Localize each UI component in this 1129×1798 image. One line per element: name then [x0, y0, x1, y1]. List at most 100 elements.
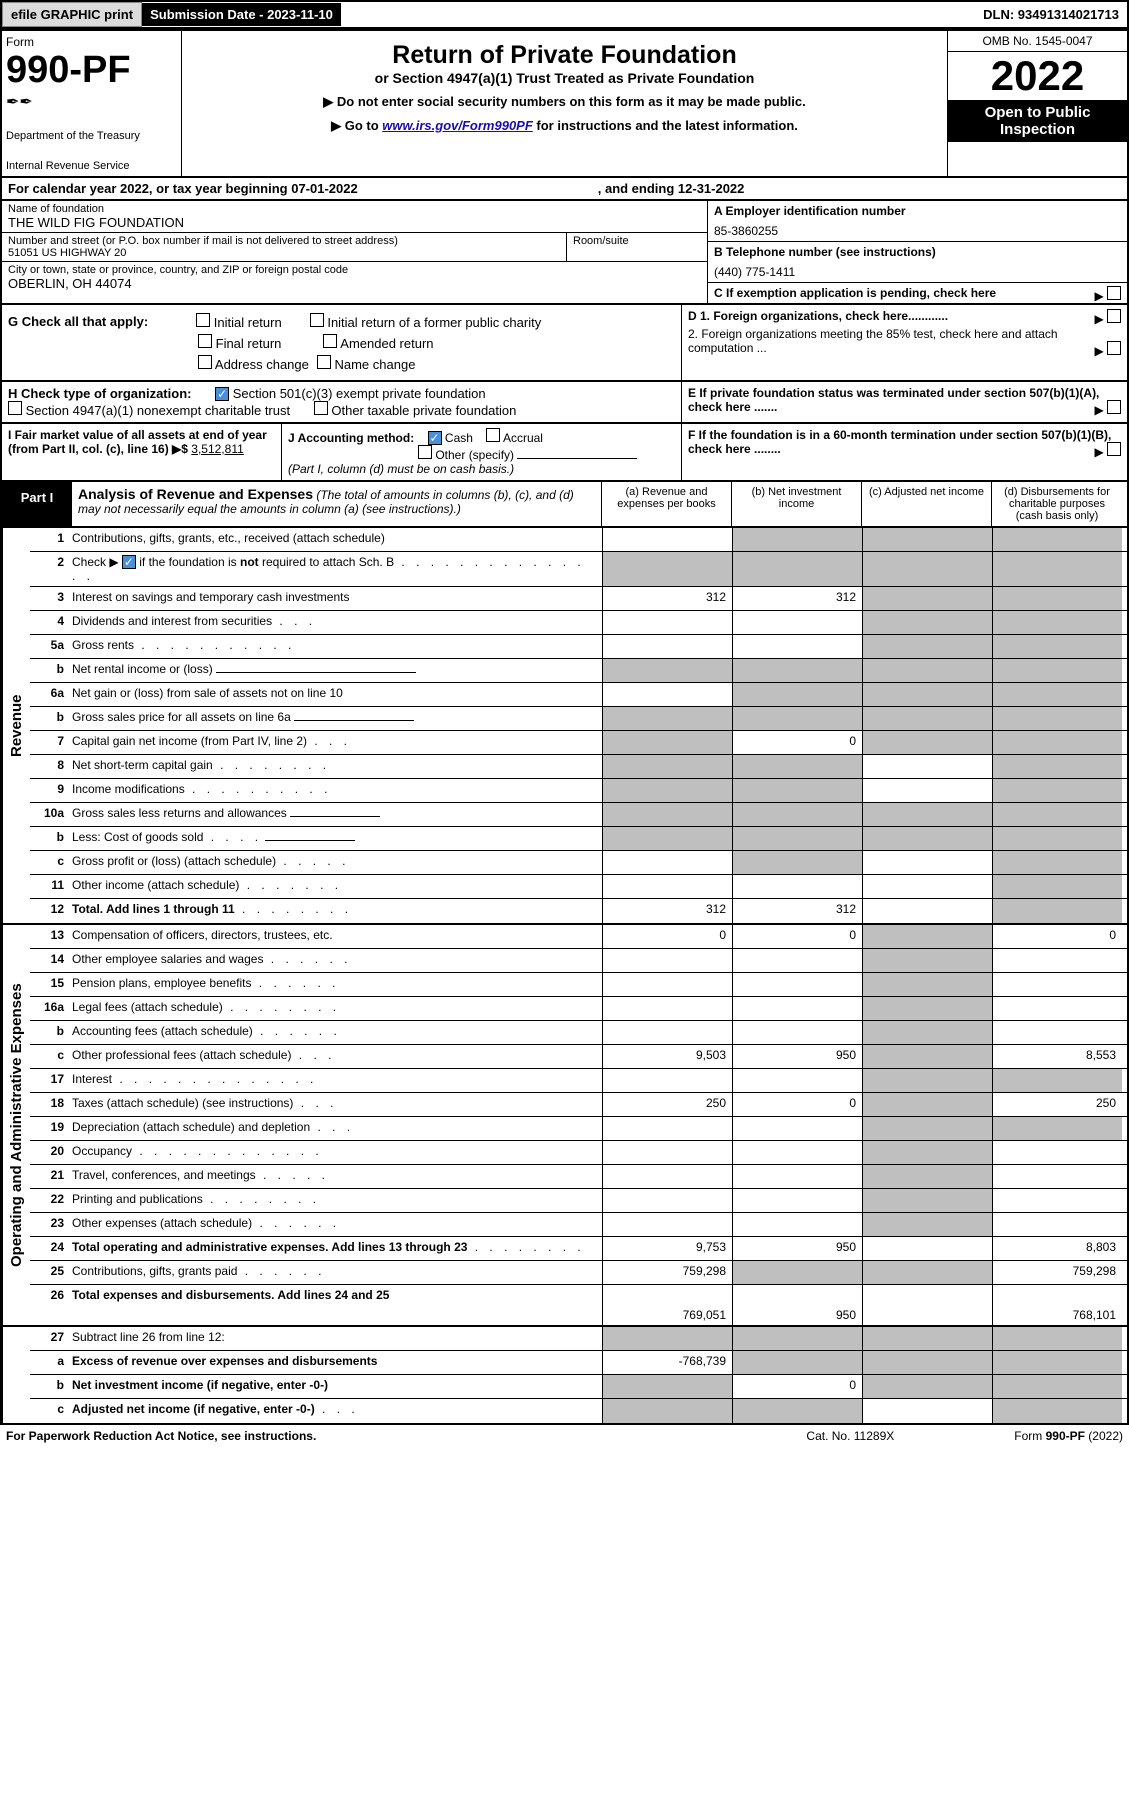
ij-section: I Fair market value of all assets at end…	[0, 424, 1129, 482]
note1: ▶ Do not enter social security numbers o…	[186, 94, 943, 110]
note2-pre: ▶ Go to	[331, 118, 382, 133]
line5a: Gross rents . . . . . . . . . . .	[68, 635, 602, 658]
h-section: H Check type of organization: Section 50…	[0, 382, 1129, 424]
l12-a: 312	[602, 899, 732, 923]
col-b-header: (b) Net investment income	[732, 482, 862, 526]
cal-end: , and ending 12-31-2022	[598, 181, 745, 196]
l3-b: 312	[732, 587, 862, 610]
footer-right: Form 990-PF (2022)	[1014, 1429, 1123, 1443]
tax-year: 2022	[948, 52, 1127, 100]
schb-checkbox[interactable]	[122, 555, 136, 569]
revenue-grid: Revenue 1Contributions, gifts, grants, e…	[0, 528, 1129, 925]
line27a: Excess of revenue over expenses and disb…	[68, 1351, 602, 1374]
address-change-label: Address change	[215, 357, 309, 372]
omb-number: OMB No. 1545-0047	[948, 31, 1127, 52]
l18-d: 250	[992, 1093, 1122, 1116]
line27: Subtract line 26 from line 12:	[68, 1327, 602, 1350]
l13-b: 0	[732, 925, 862, 948]
other-taxable-checkbox[interactable]	[314, 401, 328, 415]
l13-d: 0	[992, 925, 1122, 948]
l26-d: 768,101	[992, 1285, 1122, 1325]
line9: Income modifications . . . . . . . . . .	[68, 779, 602, 802]
f-checkbox[interactable]	[1107, 442, 1121, 456]
e-label: E If private foundation status was termi…	[688, 386, 1099, 414]
amended-checkbox[interactable]	[323, 334, 337, 348]
l16c-d: 8,553	[992, 1045, 1122, 1068]
city-label: City or town, state or province, country…	[8, 264, 701, 276]
line11: Other income (attach schedule) . . . . .…	[68, 875, 602, 898]
col-a-header: (a) Revenue and expenses per books	[602, 482, 732, 526]
line16b: Accounting fees (attach schedule) . . . …	[68, 1021, 602, 1044]
501c3-label: Section 501(c)(3) exempt private foundat…	[233, 386, 486, 401]
form990pf-link[interactable]: www.irs.gov/Form990PF	[382, 118, 533, 133]
foundation-name: THE WILD FIG FOUNDATION	[8, 215, 701, 230]
line17: Interest . . . . . . . . . . . . . .	[68, 1069, 602, 1092]
l3-a: 312	[602, 587, 732, 610]
d1-label: D 1. Foreign organizations, check here..…	[688, 309, 948, 323]
line19: Depreciation (attach schedule) and deple…	[68, 1117, 602, 1140]
expenses-sidelabel: Operating and Administrative Expenses	[2, 925, 30, 1325]
line6b: Gross sales price for all assets on line…	[68, 707, 602, 730]
initial-return-checkbox[interactable]	[196, 313, 210, 327]
cal-begin: For calendar year 2022, or tax year begi…	[8, 181, 358, 196]
line18: Taxes (attach schedule) (see instruction…	[68, 1093, 602, 1116]
form-subtitle: or Section 4947(a)(1) Trust Treated as P…	[186, 70, 943, 86]
501c3-checkbox[interactable]	[215, 387, 229, 401]
other-method-checkbox[interactable]	[418, 445, 432, 459]
address-change-checkbox[interactable]	[198, 355, 212, 369]
line25: Contributions, gifts, grants paid . . . …	[68, 1261, 602, 1284]
exemption-checkbox[interactable]	[1107, 286, 1121, 300]
d2-checkbox[interactable]	[1107, 341, 1121, 355]
footer-mid: Cat. No. 11289X	[806, 1429, 894, 1443]
final-return-checkbox[interactable]	[198, 334, 212, 348]
line8: Net short-term capital gain . . . . . . …	[68, 755, 602, 778]
e-checkbox[interactable]	[1107, 400, 1121, 414]
col-d-header: (d) Disbursements for charitable purpose…	[992, 482, 1122, 526]
line27-grid: 27Subtract line 26 from line 12: aExcess…	[0, 1327, 1129, 1425]
l26-b: 950	[732, 1285, 862, 1325]
l27a-a: -768,739	[602, 1351, 732, 1374]
note2: ▶ Go to www.irs.gov/Form990PF for instru…	[186, 118, 943, 134]
line1: Contributions, gifts, grants, etc., rece…	[68, 528, 602, 551]
line2: Check ▶ if the foundation is not require…	[68, 552, 602, 586]
check-section: G Check all that apply: Initial return I…	[0, 305, 1129, 382]
l16c-b: 950	[732, 1045, 862, 1068]
exemption-label: C If exemption application is pending, c…	[714, 286, 996, 300]
line10b: Less: Cost of goods sold . . . .	[68, 827, 602, 850]
f-label: F If the foundation is in a 60-month ter…	[688, 428, 1111, 456]
name-change-checkbox[interactable]	[317, 355, 331, 369]
cash-checkbox[interactable]	[428, 431, 442, 445]
line16a: Legal fees (attach schedule) . . . . . .…	[68, 997, 602, 1020]
l26-a: 769,051	[602, 1285, 732, 1325]
accrual-checkbox[interactable]	[486, 428, 500, 442]
initial-former-label: Initial return of a former public charit…	[327, 315, 541, 330]
accrual-label: Accrual	[503, 431, 543, 445]
room-label: Room/suite	[567, 233, 707, 261]
name-label: Name of foundation	[8, 203, 701, 215]
4947-checkbox[interactable]	[8, 401, 22, 415]
line20: Occupancy . . . . . . . . . . . . .	[68, 1141, 602, 1164]
other-method-label: Other (specify)	[435, 448, 514, 462]
col-c-header: (c) Adjusted net income	[862, 482, 992, 526]
l24-b: 950	[732, 1237, 862, 1260]
address: 51051 US HIGHWAY 20	[8, 247, 560, 259]
dln: DLN: 93491314021713	[975, 3, 1127, 26]
part1-tag: Part I	[2, 482, 72, 526]
revenue-sidelabel: Revenue	[2, 528, 30, 923]
line26: Total expenses and disbursements. Add li…	[68, 1285, 602, 1325]
initial-former-checkbox[interactable]	[310, 313, 324, 327]
l25-a: 759,298	[602, 1261, 732, 1284]
j-note: (Part I, column (d) must be on cash basi…	[288, 462, 514, 476]
name-change-label: Name change	[334, 357, 415, 372]
line7: Capital gain net income (from Part IV, l…	[68, 731, 602, 754]
l12-b: 312	[732, 899, 862, 923]
line10c: Gross profit or (loss) (attach schedule)…	[68, 851, 602, 874]
amended-label: Amended return	[340, 336, 433, 351]
irs: Internal Revenue Service	[6, 160, 177, 172]
department: Department of the Treasury	[6, 130, 177, 142]
final-label: Final return	[216, 336, 282, 351]
d1-checkbox[interactable]	[1107, 309, 1121, 323]
efile-button[interactable]: efile GRAPHIC print	[2, 2, 142, 27]
4947-label: Section 4947(a)(1) nonexempt charitable …	[26, 403, 290, 418]
part1-desc: Analysis of Revenue and Expenses (The to…	[72, 482, 602, 526]
